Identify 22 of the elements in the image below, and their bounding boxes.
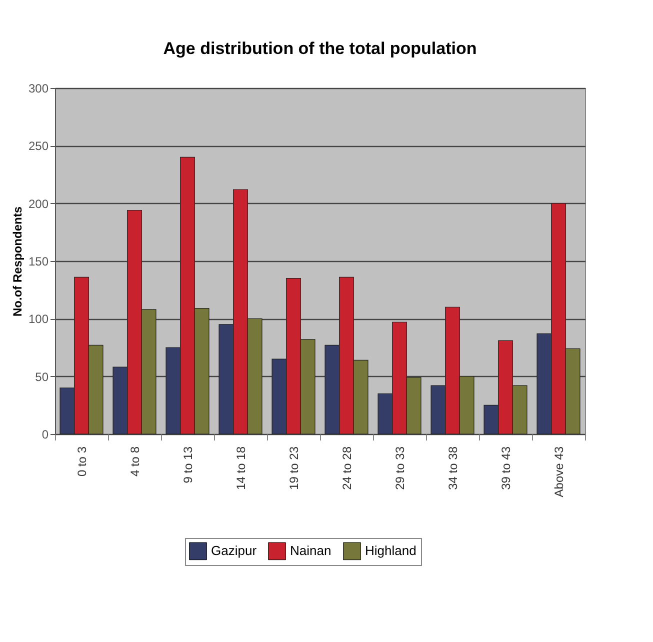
x-tick-label: 29 to 33 [393,446,407,490]
x-tick-label: 39 to 43 [499,446,513,490]
chart-title: Age distribution of the total population [163,39,477,58]
x-tick-label: 19 to 23 [287,446,301,490]
x-tick-label: Above 43 [552,446,566,498]
x-tick-label: 24 to 28 [340,446,354,490]
x-tick-label: 14 to 18 [234,446,248,490]
y-tick-label: 250 [28,139,49,154]
legend-label: Highland [365,543,416,558]
y-tick-label: 300 [28,82,49,96]
x-tick-label: 4 to 8 [128,446,142,477]
x-tick-label: 0 to 3 [75,446,89,477]
y-tick-label: 150 [28,254,49,268]
x-tick-label: 34 to 38 [446,446,460,490]
x-tick-label: 9 to 13 [181,446,195,484]
y-tick-label: 200 [28,196,49,211]
legend-label: Gazipur [211,543,258,558]
y-tick-label: 100 [28,312,49,326]
y-tick-label: 50 [35,370,49,384]
y-axis-title: No.of Respondents [10,206,24,316]
legend-label: Nainan [290,543,332,558]
y-tick-label: 0 [42,428,49,442]
